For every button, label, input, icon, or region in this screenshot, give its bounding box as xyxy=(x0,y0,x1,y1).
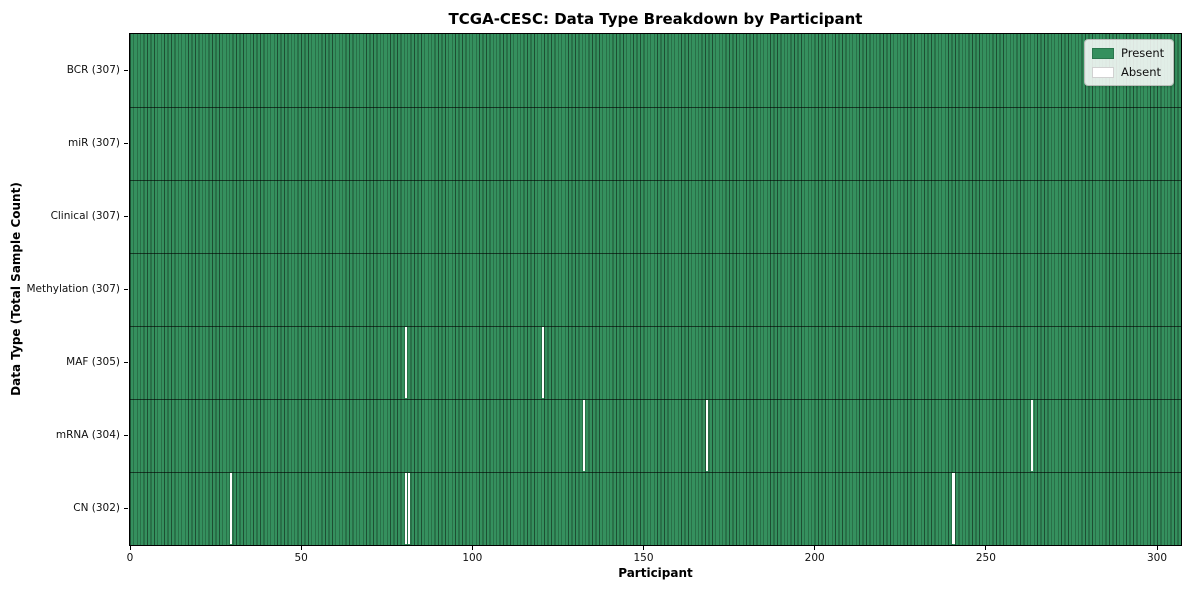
x-tick-mark xyxy=(300,546,302,550)
x-tick-mark xyxy=(129,546,131,550)
absent-gap xyxy=(404,326,407,399)
absent-gap xyxy=(952,472,955,545)
y-tick-mark xyxy=(124,362,128,363)
x-tick-mark xyxy=(471,546,473,550)
absent-gap xyxy=(1031,399,1034,472)
row-separator xyxy=(130,471,1181,473)
y-tick-mark xyxy=(124,508,128,509)
x-tick-label: 200 xyxy=(804,552,825,564)
absent-gap xyxy=(229,472,233,545)
row-separator xyxy=(130,179,1181,181)
x-tick-label: 100 xyxy=(462,552,483,564)
absent-gap xyxy=(582,399,586,472)
x-tick-label: 150 xyxy=(633,552,654,564)
row-separator xyxy=(130,398,1181,400)
x-tick-label: 50 xyxy=(294,552,308,564)
legend: Present Absent xyxy=(1084,39,1175,86)
y-tick-label: BCR (307) xyxy=(66,63,120,76)
absent-gap xyxy=(541,326,544,399)
x-tick-mark xyxy=(643,546,645,550)
legend-label: Absent xyxy=(1121,65,1162,79)
y-tick-label: Methylation (307) xyxy=(26,282,120,295)
y-tick-label: MAF (305) xyxy=(66,355,120,368)
y-tick-label: CN (302) xyxy=(73,501,120,514)
row-separator xyxy=(130,325,1181,327)
y-tick-mark xyxy=(124,435,128,436)
x-tick-label: 300 xyxy=(1147,552,1168,564)
y-tick-label: Clinical (307) xyxy=(50,209,120,222)
x-tick-label: 250 xyxy=(975,552,996,564)
x-tick-label: 0 xyxy=(126,552,134,564)
present-swatch xyxy=(1092,47,1114,59)
legend-item-absent: Absent xyxy=(1092,65,1164,79)
y-tick-label: miR (307) xyxy=(67,136,120,149)
x-tick-mark xyxy=(814,546,816,550)
absent-gap xyxy=(407,472,411,545)
chart-title: TCGA-CESC: Data Type Breakdown by Partic… xyxy=(448,10,863,28)
y-tick-mark xyxy=(124,289,128,290)
legend-item-present: Present xyxy=(1092,46,1164,60)
row-separator xyxy=(130,252,1181,254)
x-tick-mark xyxy=(985,546,987,550)
absent-gap xyxy=(404,472,407,545)
absent-gap xyxy=(705,399,709,472)
x-tick-mark xyxy=(1156,546,1158,550)
absent-swatch xyxy=(1092,66,1114,78)
y-tick-mark xyxy=(124,216,128,217)
x-axis-label: Participant xyxy=(618,566,693,580)
y-tick-mark xyxy=(124,143,128,144)
row-separator xyxy=(130,106,1181,108)
y-tick-mark xyxy=(124,70,128,71)
y-tick-label: mRNA (304) xyxy=(55,428,120,441)
legend-label: Present xyxy=(1121,46,1165,60)
heatmap-plot xyxy=(129,33,1182,546)
